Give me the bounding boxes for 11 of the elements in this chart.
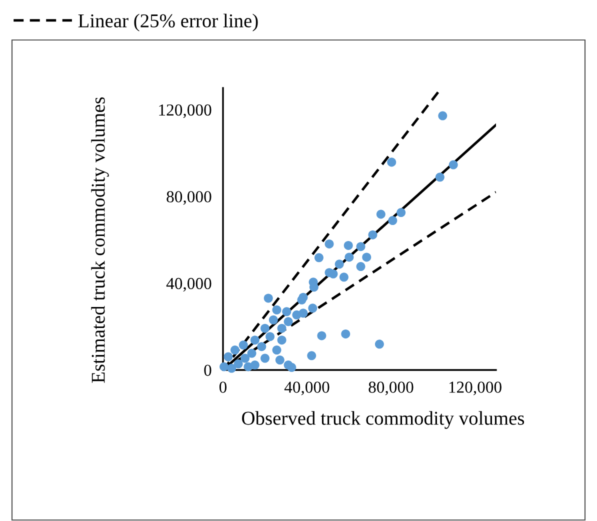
y-tick-label: 120,000 bbox=[159, 104, 212, 118]
x-tick-label: 0 bbox=[219, 382, 227, 393]
x-tick-label: 120,000 bbox=[449, 382, 502, 396]
x-tick-label: 80,000 bbox=[368, 382, 414, 396]
y-tick-label: 40,000 bbox=[166, 278, 212, 292]
y-tick-label: 80,000 bbox=[166, 191, 212, 205]
y-axis-title: Estimated truck commodity volumes bbox=[91, 97, 109, 383]
legend-label: Linear (25% error line) bbox=[78, 14, 258, 32]
y-tick-label: 0 bbox=[204, 364, 212, 376]
x-axis-title: Observed truck commodity volumes bbox=[242, 411, 524, 429]
x-tick-label: 40,000 bbox=[284, 382, 330, 396]
